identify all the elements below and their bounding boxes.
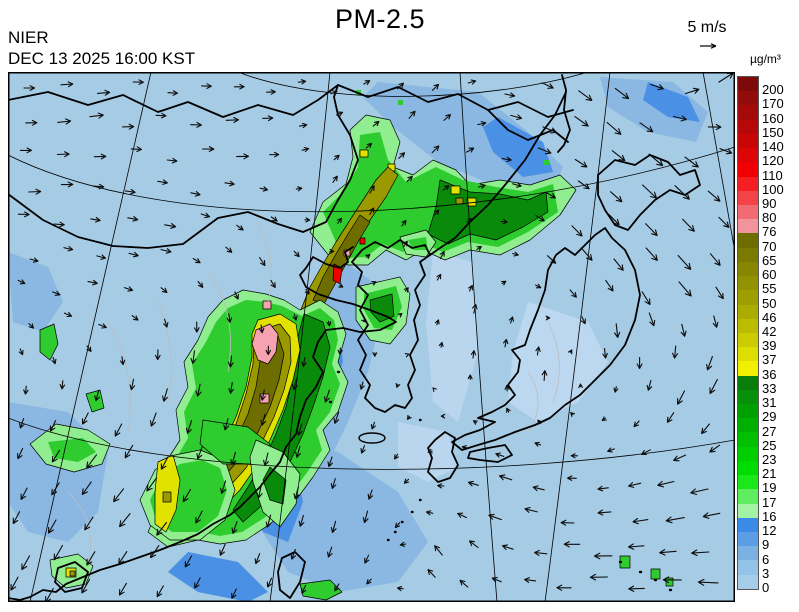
colorbar-segment (738, 347, 758, 362)
pm25-concentration-map (8, 72, 735, 602)
colorbar-tick-label: 76 (762, 224, 777, 240)
admin-boundaries (67, 221, 560, 563)
wind-scale-arrow-icon (700, 43, 717, 49)
colorbar-tick-label: 25 (762, 437, 777, 453)
colorbar-segment (738, 332, 758, 348)
colorbar-tick-label: 12 (762, 523, 777, 539)
colorbar-tick-label: 3 (762, 565, 770, 581)
valid-time-label: DEC 13 2025 16:00 KST (8, 49, 196, 68)
colorbar-segment (738, 517, 758, 532)
colorbar-segment (738, 304, 758, 319)
colorbar-tick-label: 55 (762, 281, 777, 297)
graticule-lines (8, 72, 735, 602)
colorbar-segment (738, 190, 758, 205)
colorbar-tick-label: 120 (762, 153, 784, 169)
colorbar-tick-label: 150 (762, 124, 784, 140)
colorbar-segment (738, 375, 758, 390)
colorbar-segment (738, 290, 758, 305)
wind-arrow-icon (10, 72, 734, 602)
colorbar-segment (738, 489, 758, 504)
colorbar-tick-label: 140 (762, 139, 784, 155)
colorbar-tick-label: 0 (762, 580, 770, 595)
colorbar-tick-label: 110 (762, 167, 783, 183)
colorbar-tick-label: 29 (762, 409, 777, 425)
colorbar-segment (738, 361, 758, 376)
colorbar-segment (738, 247, 758, 262)
colorbar-tick-label: 6 (762, 551, 770, 567)
colorbar-tick-label: 65 (762, 252, 777, 268)
colorbar-segment (738, 119, 758, 134)
colorbar-segment (738, 446, 758, 461)
wind-scale-label: 5 m/s (687, 19, 727, 36)
colorbar-segment (738, 432, 758, 447)
colorbar-tick-label: 39 (762, 338, 777, 354)
colorbar-segment (738, 233, 758, 248)
colorbar-tick-label: 16 (762, 508, 777, 524)
colorbar-tick-label: 42 (762, 324, 777, 339)
colorbar-segment (738, 276, 758, 291)
colorbar-tick-label: 70 (762, 238, 777, 254)
colorbar-tick-label: 200 (762, 82, 784, 98)
colorbar-segment (738, 219, 758, 234)
colorbar-segment (738, 560, 758, 575)
colorbar-tick-label: 100 (762, 181, 784, 197)
colorbar-tick-label: 33 (762, 380, 777, 396)
colorbar-tick-label: 19 (762, 480, 777, 496)
colorbar-tick-label: 80 (762, 210, 777, 226)
colorbar-segment (738, 389, 758, 405)
colorbar-segment (738, 148, 758, 163)
colorbar-segment (738, 176, 758, 191)
colorbar-segment (738, 475, 758, 490)
colorbar-tick-label: 60 (762, 267, 777, 283)
coastlines (8, 74, 701, 601)
colorbar (737, 76, 759, 590)
agency-label: NIER (8, 28, 49, 47)
map-frame (8, 72, 735, 602)
colorbar-segment (738, 404, 758, 419)
colorbar-tick-label: 17 (762, 494, 777, 510)
colorbar-segment (738, 460, 758, 476)
colorbar-segment (738, 261, 758, 277)
colorbar-segment (738, 204, 758, 220)
colorbar-unit-label: µg/m³ (750, 52, 781, 66)
colorbar-tick-label: 170 (762, 96, 784, 112)
colorbar-tick-label: 31 (762, 395, 777, 411)
colorbar-segment (738, 574, 758, 589)
colorbar-segment (738, 418, 758, 433)
colorbar-segment (738, 318, 758, 333)
colorbar-tick-label: 36 (762, 366, 777, 382)
colorbar-segment (738, 91, 758, 106)
colorbar-tick-label: 21 (762, 466, 777, 482)
colorbar-tick-label: 46 (762, 309, 777, 325)
colorbar-tick-label: 160 (762, 110, 784, 126)
colorbar-labels: 200 170 160 150 140 120 110 100 90 80 76 70 65 60 55 50… (762, 76, 799, 596)
colorbar-segment (738, 77, 758, 92)
colorbar-segment (738, 532, 758, 547)
colorbar-segment (738, 162, 758, 177)
colorbar-tick-label: 50 (762, 295, 777, 311)
colorbar-tick-label: 37 (762, 352, 777, 368)
colorbar-tick-label: 90 (762, 196, 777, 211)
colorbar-segment (738, 133, 758, 149)
wind-vector-field (10, 72, 734, 602)
colorbar-segment (738, 546, 758, 561)
colorbar-tick-label: 9 (762, 537, 770, 553)
colorbar-segment (738, 105, 758, 120)
colorbar-tick-label: 27 (762, 423, 777, 439)
page-title: PM-2.5 (334, 4, 426, 34)
colorbar-tick-label: 23 (762, 452, 777, 467)
colorbar-segment (738, 503, 758, 518)
